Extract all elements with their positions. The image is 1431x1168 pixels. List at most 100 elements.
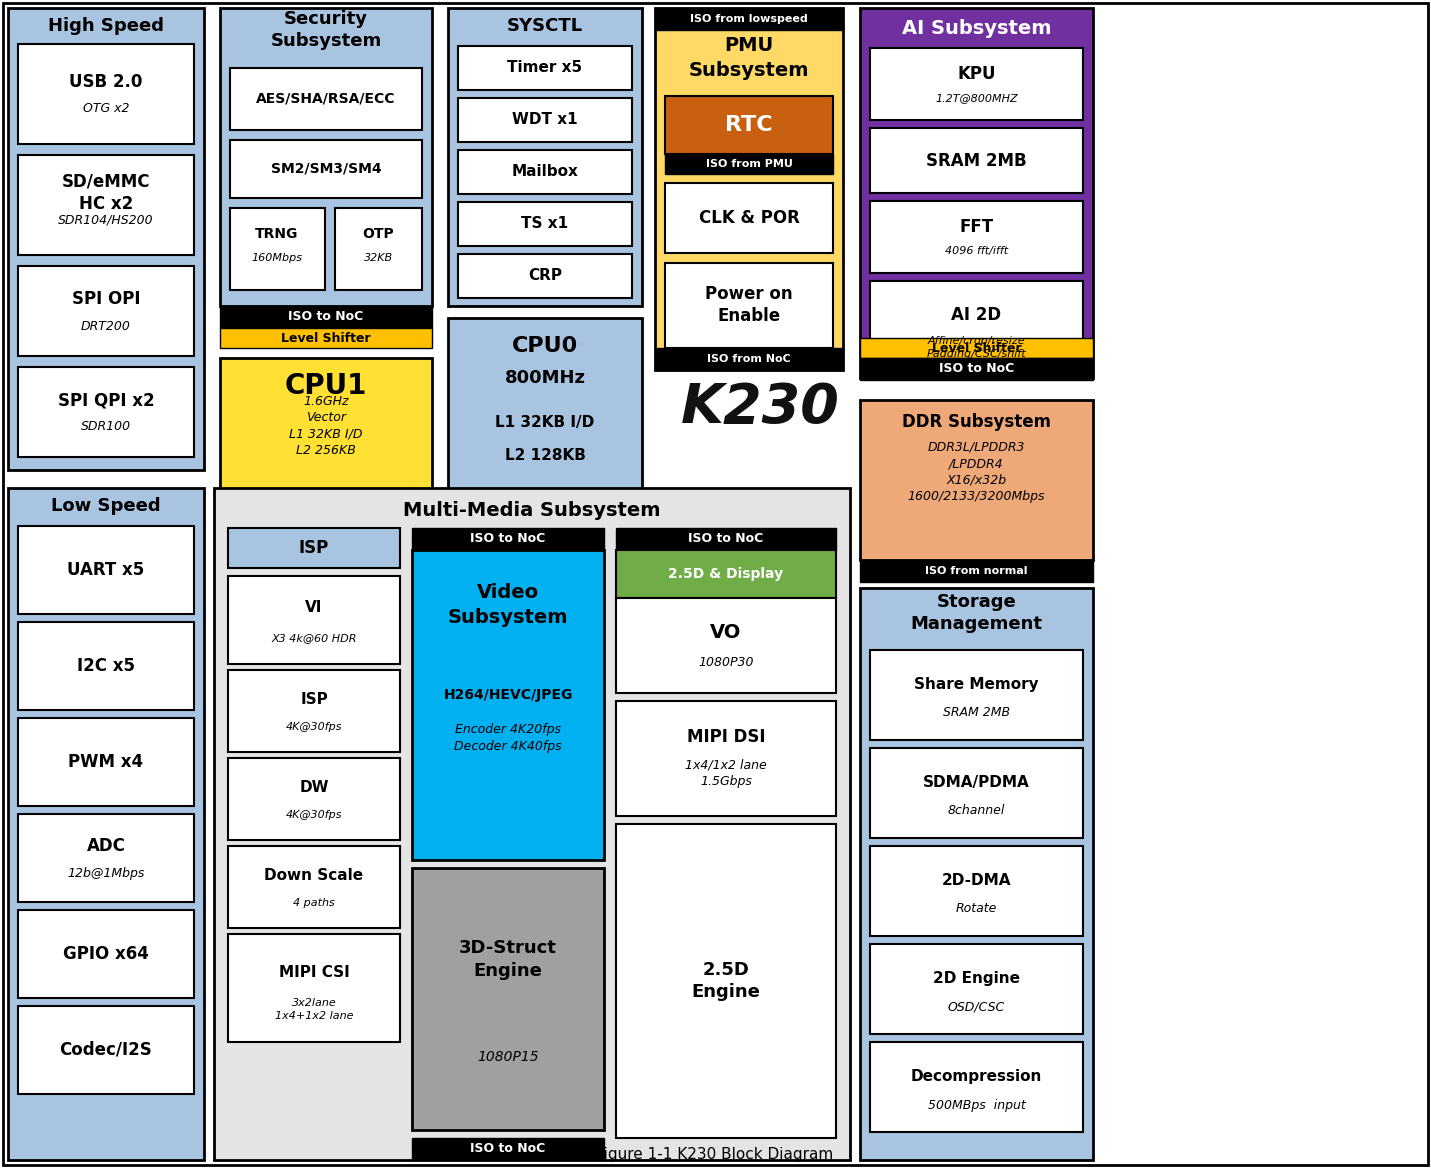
Text: FFT: FFT <box>959 218 993 236</box>
Text: 3x2lane
1x4+1x2 lane: 3x2lane 1x4+1x2 lane <box>275 999 353 1021</box>
Text: 4K@30fps: 4K@30fps <box>286 722 342 732</box>
Text: CPU1: CPU1 <box>285 371 368 399</box>
Text: Level Shifter: Level Shifter <box>280 332 371 345</box>
FancyBboxPatch shape <box>412 550 604 860</box>
FancyBboxPatch shape <box>870 281 1083 376</box>
Text: K230: K230 <box>681 381 840 434</box>
FancyBboxPatch shape <box>230 140 422 199</box>
FancyBboxPatch shape <box>9 8 205 470</box>
Text: 1x4/1x2 lane
1.5Gbps: 1x4/1x2 lane 1.5Gbps <box>685 758 767 787</box>
FancyBboxPatch shape <box>3 4 1428 1164</box>
FancyBboxPatch shape <box>448 8 643 306</box>
FancyBboxPatch shape <box>860 8 1093 378</box>
Text: SPI OPI: SPI OPI <box>72 290 140 308</box>
FancyBboxPatch shape <box>665 154 833 174</box>
Text: 800MHz: 800MHz <box>505 369 585 387</box>
Text: ISO to NoC: ISO to NoC <box>688 533 764 545</box>
Text: WDT x1: WDT x1 <box>512 112 578 127</box>
FancyBboxPatch shape <box>412 528 604 550</box>
FancyBboxPatch shape <box>870 128 1083 193</box>
FancyBboxPatch shape <box>870 846 1083 936</box>
FancyBboxPatch shape <box>860 399 1093 559</box>
Text: Timer x5: Timer x5 <box>508 61 582 76</box>
Text: ISO from PMU: ISO from PMU <box>705 159 793 169</box>
Text: Decompression: Decompression <box>910 1069 1042 1084</box>
FancyBboxPatch shape <box>615 823 836 1138</box>
Text: ISP: ISP <box>299 538 329 557</box>
Text: SRAM 2MB: SRAM 2MB <box>943 707 1010 719</box>
FancyBboxPatch shape <box>19 367 195 457</box>
Text: TS x1: TS x1 <box>521 216 568 231</box>
FancyBboxPatch shape <box>19 910 195 997</box>
Text: DW: DW <box>299 780 329 795</box>
FancyBboxPatch shape <box>230 68 422 130</box>
Text: Level Shifter: Level Shifter <box>932 341 1022 355</box>
Text: ISO to NoC: ISO to NoC <box>939 362 1015 375</box>
Text: ISO to NoC: ISO to NoC <box>471 533 545 545</box>
FancyBboxPatch shape <box>228 528 401 568</box>
Text: 3D-Struct
Engine: 3D-Struct Engine <box>459 939 557 980</box>
FancyBboxPatch shape <box>19 814 195 902</box>
Text: UART x5: UART x5 <box>67 561 145 579</box>
Text: Multi-Media Subsystem: Multi-Media Subsystem <box>404 501 661 520</box>
Text: AI 2D: AI 2D <box>952 306 1002 325</box>
FancyBboxPatch shape <box>655 348 843 370</box>
FancyBboxPatch shape <box>665 183 833 253</box>
Text: 12b@1Mbps: 12b@1Mbps <box>67 867 145 880</box>
Text: ADC: ADC <box>86 837 126 855</box>
FancyBboxPatch shape <box>860 588 1093 1160</box>
FancyBboxPatch shape <box>215 488 850 1160</box>
FancyBboxPatch shape <box>228 576 401 663</box>
Text: USB 2.0: USB 2.0 <box>69 72 143 91</box>
Text: SPI QPI x2: SPI QPI x2 <box>57 391 155 409</box>
FancyBboxPatch shape <box>19 155 195 255</box>
Text: 4096 fft/ifft: 4096 fft/ifft <box>944 246 1007 257</box>
Text: 500MBps  input: 500MBps input <box>927 1098 1026 1112</box>
FancyBboxPatch shape <box>870 201 1083 273</box>
Text: TRNG: TRNG <box>255 227 299 241</box>
Text: AES/SHA/RSA/ECC: AES/SHA/RSA/ECC <box>256 92 396 106</box>
Text: Storage
Management: Storage Management <box>910 592 1043 633</box>
FancyBboxPatch shape <box>230 208 325 290</box>
Text: 2.5D & Display: 2.5D & Display <box>668 566 784 580</box>
Text: 2.5D
Engine: 2.5D Engine <box>691 960 760 1001</box>
Text: L1 32KB I/D: L1 32KB I/D <box>495 416 595 431</box>
Text: KPU: KPU <box>957 65 996 83</box>
FancyBboxPatch shape <box>615 528 836 550</box>
FancyBboxPatch shape <box>870 944 1083 1034</box>
Text: ISO from lowspeed: ISO from lowspeed <box>690 14 809 25</box>
Text: SRAM 2MB: SRAM 2MB <box>926 152 1027 169</box>
FancyBboxPatch shape <box>19 526 195 614</box>
Text: SDR100: SDR100 <box>82 420 132 433</box>
Text: AI Subsystem: AI Subsystem <box>902 19 1052 37</box>
Text: 1080P30: 1080P30 <box>698 656 754 669</box>
FancyBboxPatch shape <box>448 318 643 496</box>
FancyBboxPatch shape <box>655 8 843 30</box>
Text: Security
Subsystem: Security Subsystem <box>270 9 382 50</box>
Text: 1.6GHz
Vector
L1 32KB I/D
L2 256KB: 1.6GHz Vector L1 32KB I/D L2 256KB <box>289 395 362 457</box>
Text: SDMA/PDMA: SDMA/PDMA <box>923 774 1030 790</box>
FancyBboxPatch shape <box>870 1042 1083 1132</box>
FancyBboxPatch shape <box>615 598 836 693</box>
Text: Figure 1-1 K230 Block Diagram: Figure 1-1 K230 Block Diagram <box>597 1147 834 1162</box>
Text: MIPI DSI: MIPI DSI <box>687 728 766 746</box>
Text: OSD/CSC: OSD/CSC <box>947 1001 1005 1014</box>
Text: 2D Engine: 2D Engine <box>933 971 1020 986</box>
FancyBboxPatch shape <box>228 846 401 929</box>
Text: CPU0: CPU0 <box>512 336 578 356</box>
FancyBboxPatch shape <box>458 253 633 298</box>
Text: ISO from normal: ISO from normal <box>926 566 1027 576</box>
FancyBboxPatch shape <box>458 98 633 142</box>
FancyBboxPatch shape <box>9 488 205 1160</box>
FancyBboxPatch shape <box>655 8 843 370</box>
Text: ISO to NoC: ISO to NoC <box>471 1142 545 1155</box>
Text: OTG x2: OTG x2 <box>83 103 129 116</box>
Text: Rotate: Rotate <box>956 903 997 916</box>
Text: 4K@30fps: 4K@30fps <box>286 811 342 820</box>
Text: ISO to NoC: ISO to NoC <box>289 311 363 324</box>
Text: 1080P15: 1080P15 <box>477 1050 539 1064</box>
Text: CRP: CRP <box>528 269 562 284</box>
FancyBboxPatch shape <box>228 670 401 752</box>
Text: Share Memory: Share Memory <box>914 676 1039 691</box>
Text: SD/eMMC
HC x2: SD/eMMC HC x2 <box>62 173 150 214</box>
